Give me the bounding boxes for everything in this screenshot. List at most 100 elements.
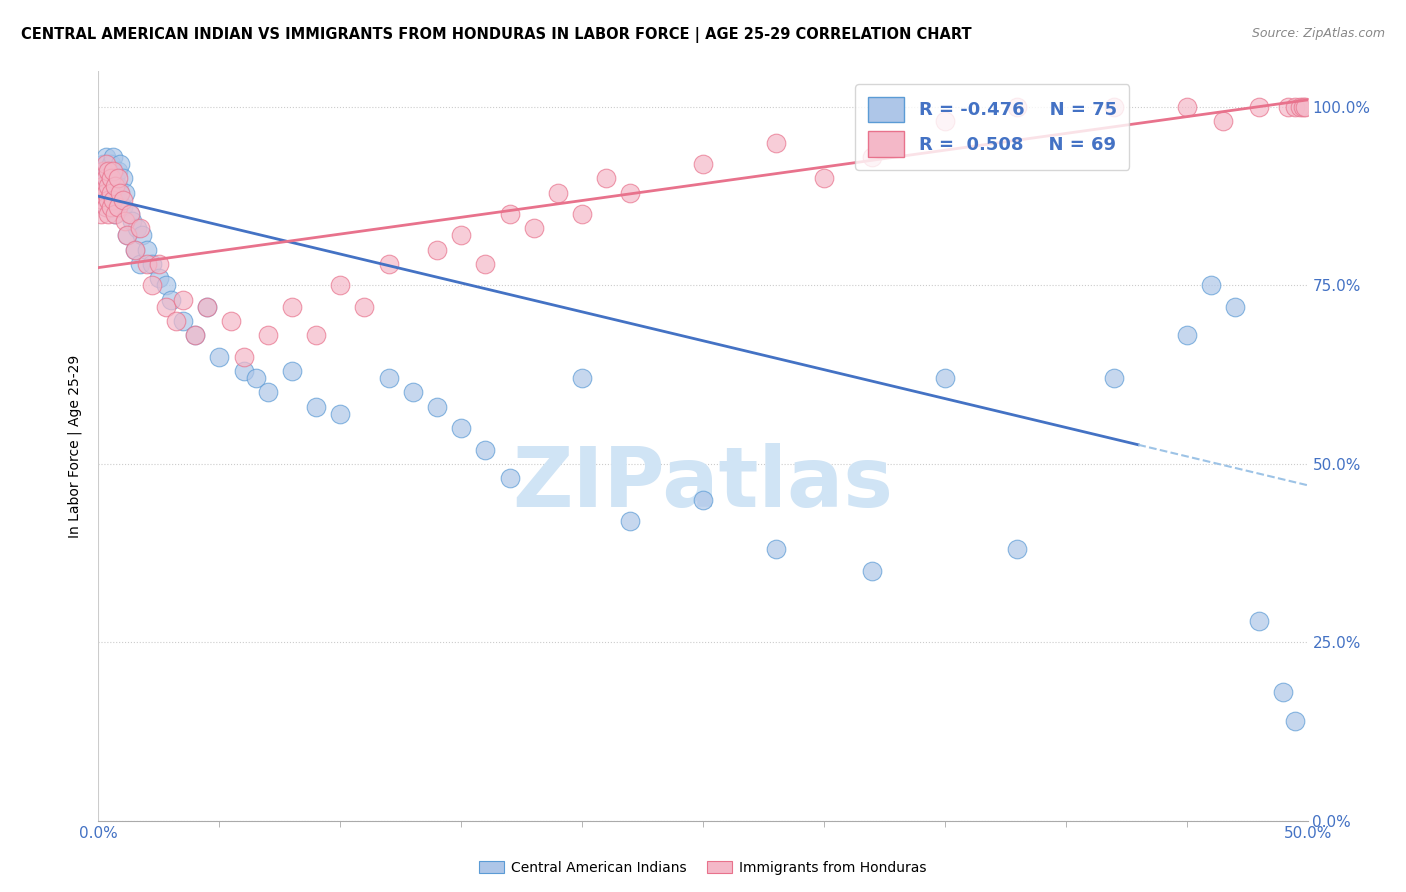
Point: [474, 442, 496, 457]
Point: [101, 150, 124, 164]
Point: [97, 178, 120, 193]
Point: [127, 221, 149, 235]
Point: [118, 207, 141, 221]
Point: [1292, 100, 1315, 114]
Point: [245, 371, 267, 385]
Point: [141, 278, 163, 293]
Point: [1249, 614, 1271, 628]
Point: [232, 364, 254, 378]
Point: [256, 328, 278, 343]
Legend: Central American Indians, Immigrants from Honduras: Central American Indians, Immigrants fro…: [474, 855, 932, 880]
Point: [104, 207, 127, 221]
Text: Source: ZipAtlas.com: Source: ZipAtlas.com: [1251, 27, 1385, 40]
Point: [117, 228, 139, 243]
Point: [765, 542, 787, 557]
Point: [281, 300, 304, 314]
Point: [1249, 100, 1271, 114]
Point: [97, 178, 120, 193]
Point: [329, 407, 352, 421]
Point: [91, 193, 114, 207]
Point: [104, 186, 127, 200]
Point: [90, 171, 112, 186]
Point: [94, 186, 117, 200]
Text: CENTRAL AMERICAN INDIAN VS IMMIGRANTS FROM HONDURAS IN LABOR FORCE | AGE 25-29 C: CENTRAL AMERICAN INDIAN VS IMMIGRANTS FR…: [21, 27, 972, 43]
Point: [131, 228, 153, 243]
Point: [172, 293, 194, 307]
Point: [100, 171, 122, 186]
Point: [571, 207, 593, 221]
Point: [91, 164, 114, 178]
Point: [108, 186, 131, 200]
Point: [619, 186, 641, 200]
Point: [90, 207, 112, 221]
Point: [148, 271, 170, 285]
Point: [1007, 542, 1029, 557]
Point: [91, 178, 114, 193]
Point: [124, 243, 146, 257]
Point: [571, 371, 593, 385]
Point: [94, 150, 117, 164]
Point: [256, 385, 278, 400]
Y-axis label: In Labor Force | Age 25-29: In Labor Force | Age 25-29: [67, 354, 83, 538]
Point: [195, 300, 218, 314]
Point: [118, 207, 141, 221]
Point: [100, 178, 122, 193]
Point: [1289, 100, 1312, 114]
Point: [1272, 685, 1295, 699]
Point: [135, 243, 157, 257]
Point: [104, 207, 127, 221]
Point: [184, 328, 207, 343]
Point: [117, 228, 139, 243]
Point: [97, 164, 120, 178]
Point: [232, 350, 254, 364]
Point: [100, 157, 122, 171]
Point: [184, 328, 207, 343]
Point: [934, 371, 956, 385]
Point: [90, 186, 112, 200]
Point: [94, 171, 117, 186]
Point: [195, 300, 218, 314]
Point: [91, 178, 114, 193]
Point: [523, 221, 546, 235]
Point: [94, 200, 117, 214]
Point: [426, 243, 449, 257]
Point: [1175, 100, 1198, 114]
Point: [450, 228, 472, 243]
Point: [107, 171, 129, 186]
Point: [221, 314, 243, 328]
Point: [860, 150, 883, 164]
Point: [100, 200, 122, 214]
Point: [547, 186, 569, 200]
Point: [94, 171, 117, 186]
Point: [128, 257, 150, 271]
Point: [135, 257, 157, 271]
Point: [329, 278, 352, 293]
Point: [97, 186, 120, 200]
Point: [94, 157, 117, 171]
Point: [692, 492, 714, 507]
Point: [155, 278, 177, 293]
Point: [1223, 300, 1246, 314]
Point: [1284, 100, 1306, 114]
Point: [90, 186, 112, 200]
Point: [692, 157, 714, 171]
Point: [498, 207, 520, 221]
Point: [619, 514, 641, 528]
Point: [1199, 278, 1222, 293]
Point: [305, 328, 328, 343]
Point: [813, 171, 835, 186]
Point: [121, 214, 143, 228]
Point: [97, 207, 120, 221]
Point: [377, 371, 399, 385]
Point: [934, 114, 956, 128]
Point: [91, 164, 114, 178]
Point: [114, 214, 136, 228]
Point: [1212, 114, 1234, 128]
Point: [141, 257, 163, 271]
Point: [94, 164, 117, 178]
Point: [155, 300, 177, 314]
Point: [765, 136, 787, 150]
Point: [114, 186, 136, 200]
Point: [91, 193, 114, 207]
Point: [377, 257, 399, 271]
